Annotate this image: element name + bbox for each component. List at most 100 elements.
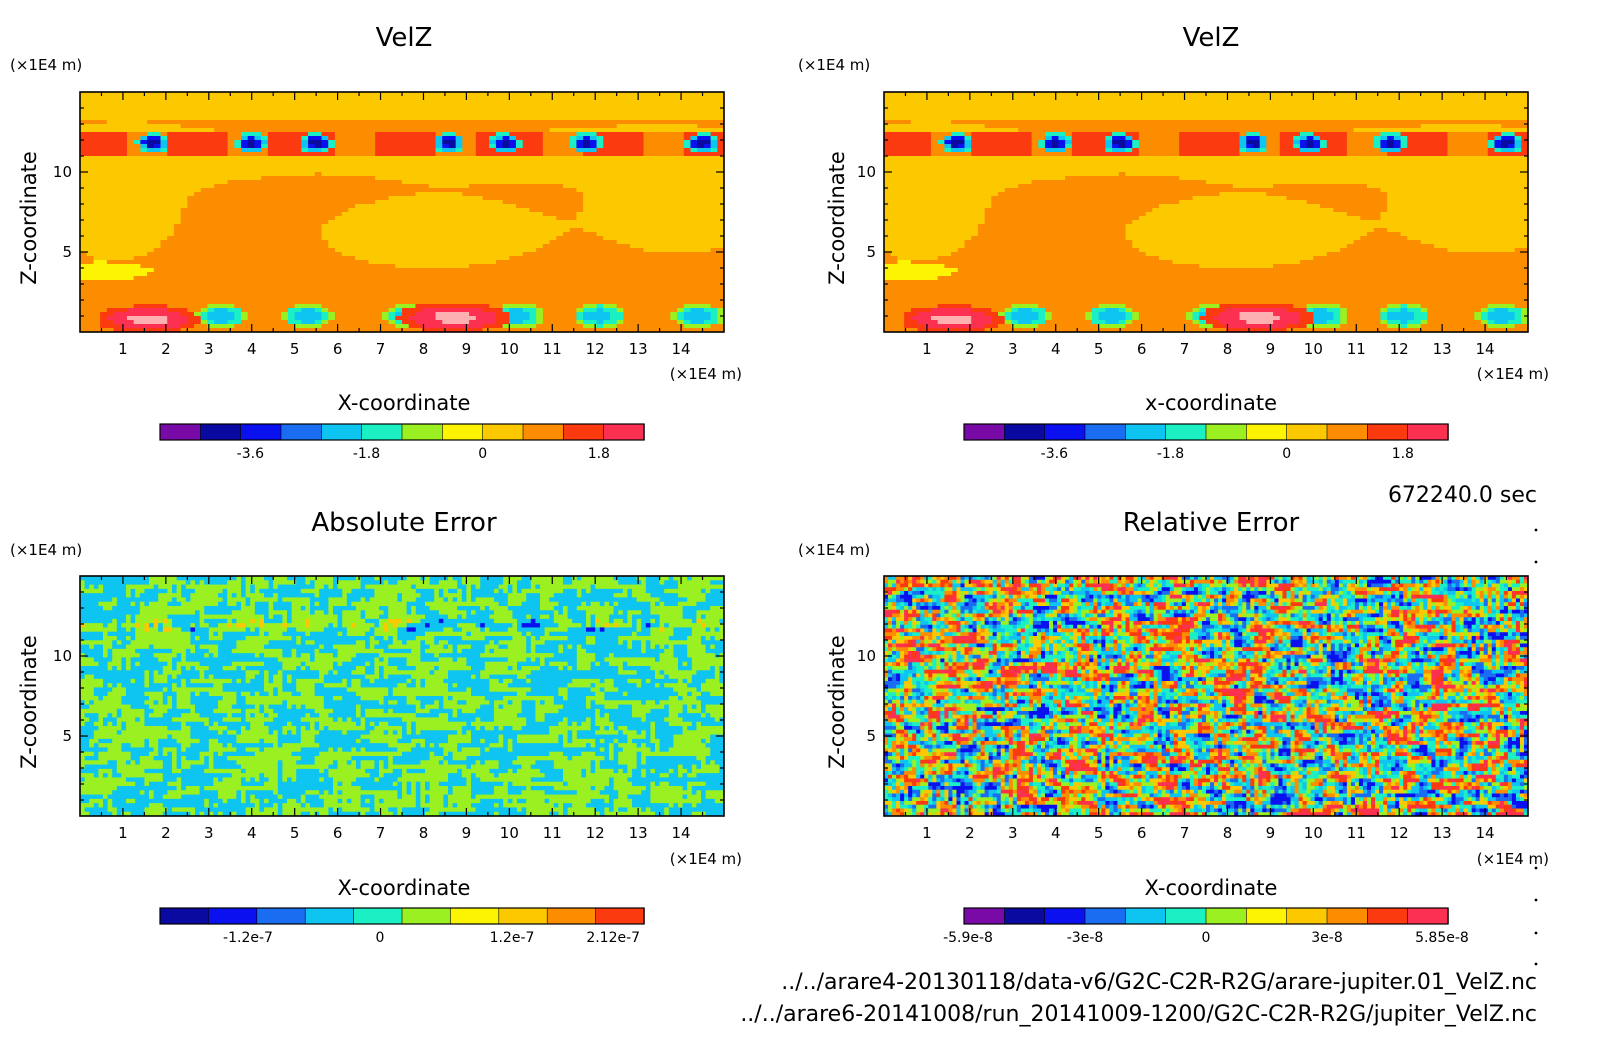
- x-tick-label: 9: [1266, 824, 1276, 842]
- colorbar-band: [1084, 423, 1127, 441]
- margin-dots: [1534, 528, 1538, 966]
- x-tick-label: 7: [376, 340, 386, 358]
- x-tick-label: 8: [419, 340, 429, 358]
- colorbar-tick-label: 0: [1282, 446, 1291, 462]
- colorbar-tick-label: 0: [376, 930, 385, 946]
- x-tick-label: 13: [629, 824, 648, 842]
- colorbar-band: [208, 907, 258, 925]
- x-tick-label: 3: [204, 340, 214, 358]
- x-tick-label: 10: [1304, 340, 1323, 358]
- file-path-2: ../../arare6-20141008/run_20141009-1200/…: [740, 1002, 1537, 1027]
- y-tick-label: 5: [62, 243, 72, 261]
- colorbar: -3.6 -1.8 0 1.8: [159, 423, 645, 462]
- colorbar-tick-label: 0: [478, 446, 487, 462]
- colorbar-band: [1084, 907, 1127, 925]
- colorbar-band: [563, 423, 605, 441]
- colorbar-band: [361, 423, 403, 441]
- dot: [1534, 931, 1538, 935]
- dot: [1534, 962, 1538, 966]
- colorbar-band: [256, 907, 306, 925]
- x-tick-label: 13: [1433, 824, 1452, 842]
- colorbar-band: [1205, 423, 1248, 441]
- y-unit-label: (×1E4 m): [10, 56, 82, 74]
- x-tick-label: 9: [462, 340, 472, 358]
- x-unit-label: (×1E4 m): [1477, 850, 1549, 868]
- colorbar-band: [1205, 907, 1248, 925]
- colorbar-tick-label: -3.6: [1041, 446, 1068, 462]
- x-tick-label: 3: [204, 824, 214, 842]
- x-tick-label: 12: [586, 824, 605, 842]
- x-tick-label: 14: [672, 824, 691, 842]
- y-tick-label: 10: [53, 163, 72, 181]
- panel-title: Absolute Error: [311, 508, 497, 538]
- x-tick-label: 11: [543, 340, 562, 358]
- colorbar-tick-label: -3e-8: [1067, 930, 1104, 946]
- colorbar-band: [442, 423, 484, 441]
- x-tick-label: 1: [922, 824, 932, 842]
- time-label: 672240.0 sec: [1388, 483, 1537, 508]
- colorbar-band: [401, 423, 444, 441]
- colorbar-tick-label: -1.8: [353, 446, 380, 462]
- colorbar-band: [1367, 423, 1409, 441]
- colorbar-band: [159, 907, 210, 925]
- y-tick-label: 10: [857, 163, 876, 181]
- colorbar-frame: [963, 907, 1449, 925]
- x-tick-label: 2: [161, 340, 171, 358]
- x-tick-label: 4: [1051, 340, 1061, 358]
- x-tick-label: 2: [965, 824, 975, 842]
- colorbar-band: [304, 907, 355, 925]
- colorbar-tick-label: -5.9e-8: [943, 930, 993, 946]
- colorbar-band: [1326, 423, 1369, 441]
- colorbar-band: [1246, 907, 1288, 925]
- dot: [1534, 528, 1538, 532]
- colorbar-band: [1286, 423, 1328, 441]
- x-tick-label: 8: [419, 824, 429, 842]
- x-tick-label: 4: [247, 340, 257, 358]
- dot: [1534, 560, 1538, 564]
- y-unit-label: (×1E4 m): [798, 56, 870, 74]
- colorbar-tick-label: 3e-8: [1311, 930, 1342, 946]
- colorbar-band: [498, 907, 548, 925]
- x-tick-label: 6: [1137, 824, 1147, 842]
- x-tick-label: 3: [1008, 824, 1018, 842]
- x-tick-label: 5: [1094, 340, 1104, 358]
- colorbar-tick-label: 5.85e-8: [1415, 930, 1469, 946]
- x-axis-label: X-coordinate: [338, 876, 471, 900]
- colorbar-band: [522, 423, 565, 441]
- colorbar-band: [200, 423, 242, 441]
- contour-field: [80, 92, 724, 332]
- y-axis-label: Z-coordinate: [825, 151, 849, 285]
- x-tick-label: 13: [629, 340, 648, 358]
- dot: [1534, 898, 1538, 902]
- x-tick-label: 6: [333, 824, 343, 842]
- file-path-1: ../../arare4-20130118/data-v6/G2C-C2R-R2…: [781, 970, 1537, 995]
- x-tick-label: 12: [1390, 340, 1409, 358]
- colorbar-tick-label: -3.6: [237, 446, 264, 462]
- x-tick-label: 9: [462, 824, 472, 842]
- x-tick-label: 8: [1223, 824, 1233, 842]
- x-tick-label: 14: [1476, 824, 1495, 842]
- colorbar-band: [321, 423, 363, 441]
- y-tick-label: 5: [62, 727, 72, 745]
- colorbar-band: [1286, 907, 1328, 925]
- colorbar: -5.9e-8 -3e-8 0 3e-8 5.85e-8: [943, 907, 1469, 946]
- colorbar-band: [595, 907, 645, 925]
- colorbar-frame: [159, 423, 645, 441]
- colorbar-band: [1165, 907, 1207, 925]
- x-tick-label: 5: [290, 824, 300, 842]
- x-tick-label: 10: [1304, 824, 1323, 842]
- contour-field: [884, 576, 1528, 816]
- x-tick-label: 8: [1223, 340, 1233, 358]
- colorbar-band: [1125, 907, 1167, 925]
- colorbar-tick-label: 1.2e-7: [490, 930, 535, 946]
- colorbar: -3.6 -1.8 0 1.8: [963, 423, 1449, 462]
- x-axis-label: X-coordinate: [338, 391, 471, 415]
- x-tick-label: 4: [247, 824, 257, 842]
- x-tick-label: 1: [118, 824, 128, 842]
- colorbar-band: [963, 423, 1006, 441]
- colorbar-tick-label: 1.8: [1392, 446, 1414, 462]
- colorbar-tick-label: 0: [1202, 930, 1211, 946]
